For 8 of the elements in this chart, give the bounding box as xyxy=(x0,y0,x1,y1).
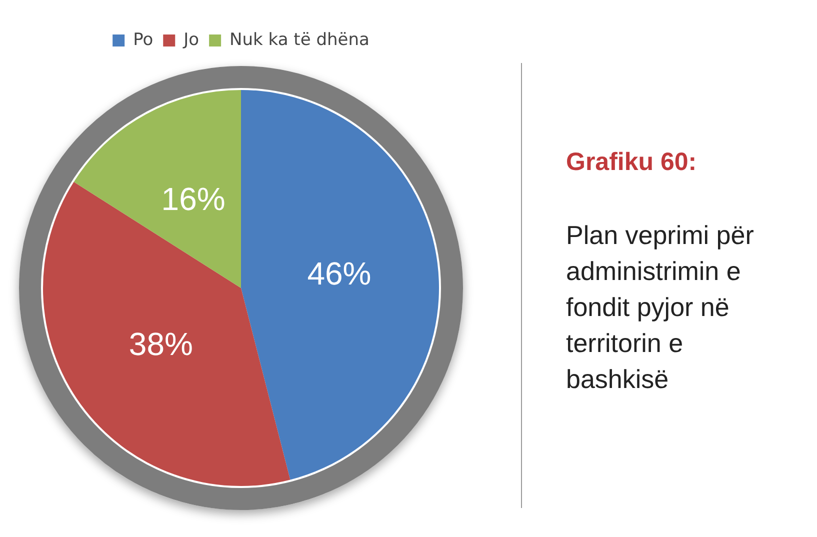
data-label: 16% xyxy=(161,181,226,218)
data-label: 46% xyxy=(307,255,372,292)
text: Plan veprimi për administrimin e fondit pyjor në territorin e bashkisë xyxy=(566,219,755,396)
legend-label: Jo xyxy=(182,30,200,50)
text: Grafiku 60: xyxy=(566,148,698,177)
data-label: 38% xyxy=(128,326,193,362)
legend-label: Po xyxy=(133,30,154,50)
legend-label: Nuk ka të dhëna xyxy=(230,30,370,50)
